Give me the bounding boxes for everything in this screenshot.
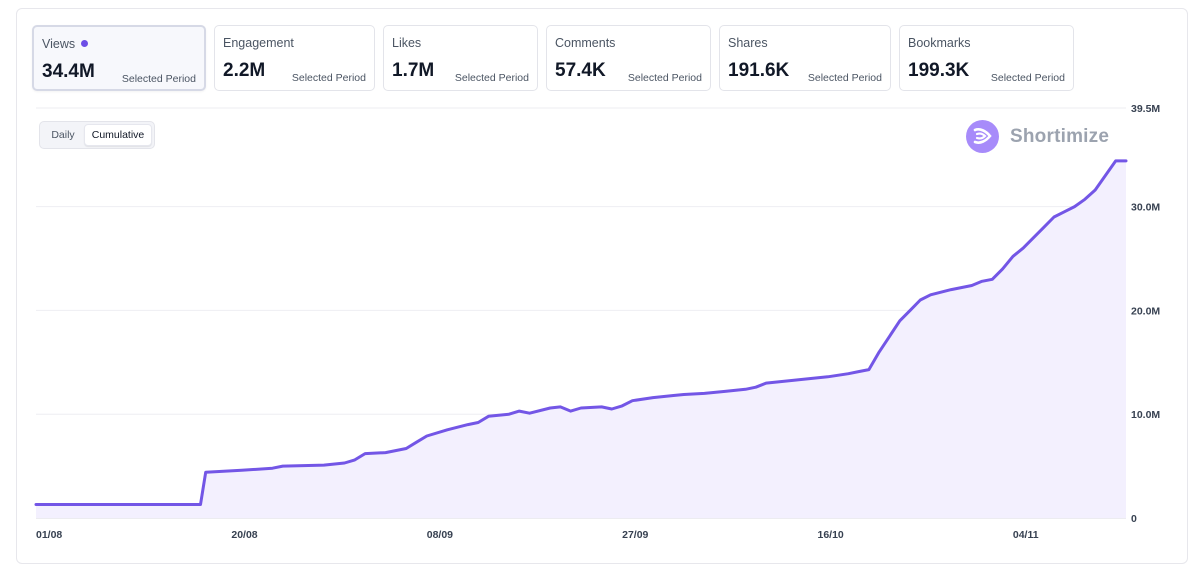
brand-watermark: Shortimize xyxy=(966,120,1109,153)
metric-value: 34.4M xyxy=(42,61,95,82)
view-mode-toggle: Daily Cumulative xyxy=(39,121,155,149)
metric-card-engagement[interactable]: Engagement 2.2M Selected Period xyxy=(214,25,375,91)
selected-dot-icon xyxy=(81,40,89,47)
daily-toggle-button[interactable]: Daily xyxy=(51,129,75,141)
x-tick-label: 04/11 xyxy=(1013,529,1039,541)
y-tick-label: 20.0M xyxy=(1131,305,1160,317)
metric-card-shares[interactable]: Shares 191.6K Selected Period xyxy=(719,25,891,91)
brand-name: Shortimize xyxy=(1010,125,1110,147)
x-tick-label: 16/10 xyxy=(818,529,844,541)
metric-value: 191.6K xyxy=(728,60,790,81)
metric-period: Selected Period xyxy=(121,73,196,85)
views-area-fill xyxy=(36,160,1126,518)
x-tick-label: 27/09 xyxy=(622,529,648,541)
cumulative-toggle-button[interactable]: Cumulative xyxy=(84,124,152,146)
metric-period: Selected Period xyxy=(454,72,529,84)
metric-value: 2.2M xyxy=(223,60,266,81)
metric-card-bookmarks[interactable]: Bookmarks 199.3K Selected Period xyxy=(899,25,1074,91)
metric-period: Selected Period xyxy=(291,72,366,84)
metric-period: Selected Period xyxy=(990,72,1065,84)
metric-value: 199.3K xyxy=(908,60,970,81)
metric-period: Selected Period xyxy=(627,72,702,84)
shortimize-logo-icon xyxy=(966,120,999,153)
metric-label: Bookmarks xyxy=(908,36,971,50)
metric-label: Likes xyxy=(392,36,422,50)
metric-card-views[interactable]: Views 34.4M Selected Period xyxy=(32,25,206,91)
metric-value: 1.7M xyxy=(392,60,435,81)
y-tick-label: 10.0M xyxy=(1131,409,1160,421)
y-axis-ticks: 0 10.0M 20.0M 30.0M 39.5M xyxy=(1131,103,1160,525)
x-tick-label: 08/09 xyxy=(427,529,453,541)
x-axis-ticks: 01/08 20/08 08/09 27/09 16/10 04/11 xyxy=(36,529,1039,541)
metric-card-likes[interactable]: Likes 1.7M Selected Period xyxy=(383,25,538,91)
metric-label: Views xyxy=(42,37,89,51)
metric-label: Engagement xyxy=(223,36,294,50)
metric-label: Shares xyxy=(728,36,768,50)
y-tick-label: 0 xyxy=(1131,513,1137,525)
x-tick-label: 20/08 xyxy=(231,529,257,541)
views-line xyxy=(34,159,1128,506)
metric-value: 57.4K xyxy=(555,60,606,81)
metric-period: Selected Period xyxy=(807,72,882,84)
metric-label: Comments xyxy=(555,36,616,50)
y-tick-label: 30.0M xyxy=(1131,202,1160,214)
x-tick-label: 01/08 xyxy=(36,529,62,541)
metric-card-comments[interactable]: Comments 57.4K Selected Period xyxy=(546,25,711,91)
y-tick-label: 39.5M xyxy=(1131,103,1160,115)
